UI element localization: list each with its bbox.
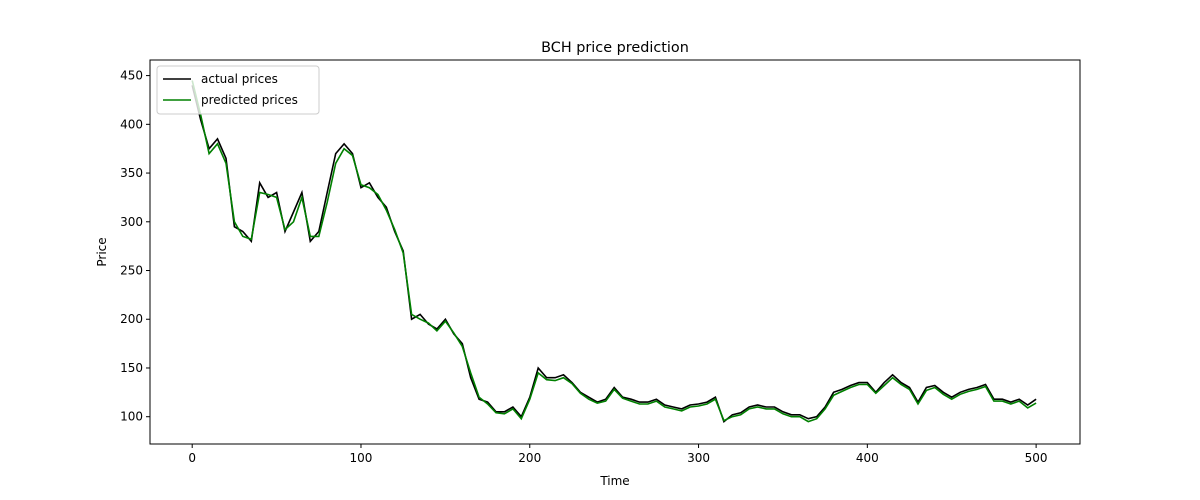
y-tick-label: 250 [120,264,143,278]
y-tick-label: 400 [120,117,143,131]
series-line [191,85,1037,423]
x-tick-label: 400 [856,451,879,465]
y-tick-label: 200 [120,312,143,326]
legend-label: predicted prices [201,93,298,107]
x-tick-label: 300 [687,451,710,465]
y-tick-label: 350 [120,166,143,180]
x-tick-label: 200 [518,451,541,465]
x-tick-label: 100 [350,451,373,465]
x-tick-label: 500 [1025,451,1048,465]
chart-title: BCH price prediction [541,40,689,56]
y-axis-label: Price [95,237,109,266]
legend-label: actual prices [201,72,278,86]
y-tick-label: 150 [120,361,143,375]
y-tick-label: 450 [120,69,143,83]
y-tick-label: 100 [120,410,143,424]
series-line [191,80,1037,423]
y-tick-label: 300 [120,215,143,229]
x-tick-label: 0 [188,451,196,465]
plot-frame [149,59,1081,445]
x-axis-label: Time [599,474,629,488]
legend-box [156,65,320,115]
